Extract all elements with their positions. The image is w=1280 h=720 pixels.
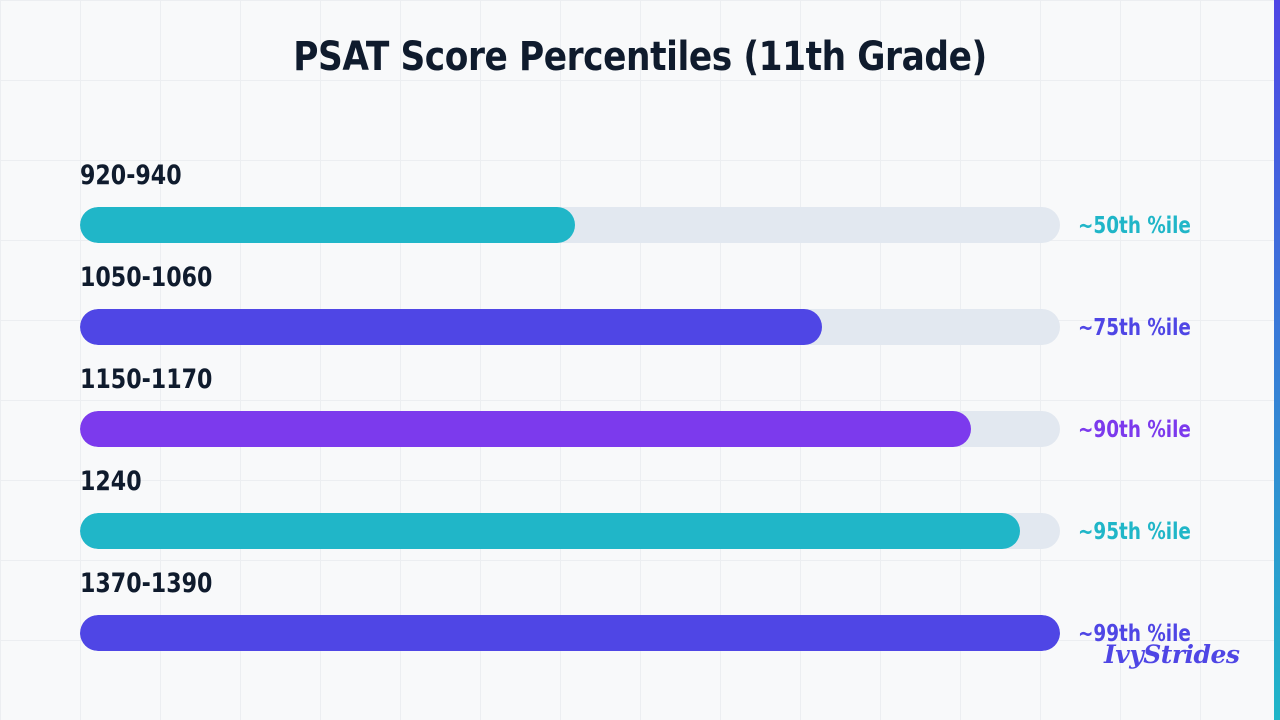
bar-row: 1150-1170 ~90th %ile bbox=[80, 364, 1260, 450]
accent-bar bbox=[1274, 0, 1280, 720]
bar-row: 1370-1390 ~99th %ile bbox=[80, 568, 1260, 654]
bar-fill bbox=[80, 411, 971, 447]
bar-row: 920-940 ~50th %ile bbox=[80, 160, 1260, 246]
bar-track bbox=[80, 513, 1060, 549]
value-label: ~90th %ile bbox=[1078, 417, 1191, 443]
bar-row: 1050-1060 ~75th %ile bbox=[80, 262, 1260, 348]
bar-track bbox=[80, 309, 1060, 345]
value-label: ~99th %ile bbox=[1078, 621, 1191, 647]
value-label: ~50th %ile bbox=[1078, 213, 1191, 239]
category-label: 1150-1170 bbox=[80, 364, 213, 395]
bar-track bbox=[80, 615, 1060, 651]
value-label: ~75th %ile bbox=[1078, 315, 1191, 341]
category-label: 1370-1390 bbox=[80, 568, 213, 599]
bar-track bbox=[80, 207, 1060, 243]
bar-fill bbox=[80, 207, 575, 243]
bar-row: 1240 ~95th %ile bbox=[80, 466, 1260, 552]
bar-fill bbox=[80, 513, 1020, 549]
brand-logo: IvyStrides bbox=[1104, 640, 1240, 669]
category-label: 920-940 bbox=[80, 160, 182, 191]
bar-fill bbox=[80, 309, 822, 345]
bar-fill bbox=[80, 615, 1060, 651]
category-label: 1240 bbox=[80, 466, 142, 497]
value-label: ~95th %ile bbox=[1078, 519, 1191, 545]
category-label: 1050-1060 bbox=[80, 262, 213, 293]
bar-track bbox=[80, 411, 1060, 447]
chart-title: PSAT Score Percentiles (11th Grade) bbox=[293, 34, 987, 80]
